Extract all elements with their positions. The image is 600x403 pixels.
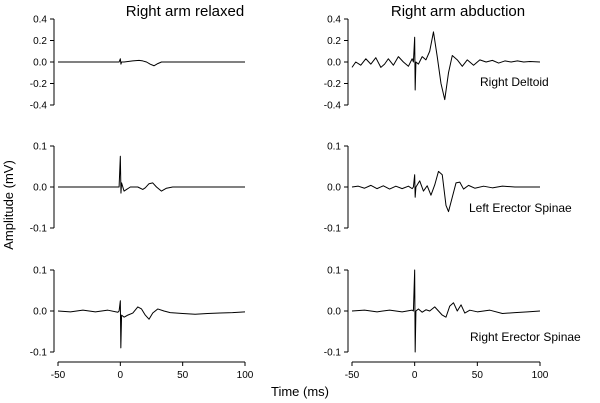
trace-row2-relaxed [57, 300, 246, 349]
y-tick-label-row0-abduction: -0.2 [324, 79, 342, 90]
y-tick-label-row0-abduction: 0.4 [327, 15, 341, 26]
x-tick-label-relaxed: 0 [118, 370, 124, 381]
x-tick-label-relaxed: -50 [51, 370, 66, 381]
y-tick-label-row0-relaxed: -0.2 [30, 79, 48, 90]
muscle-label-left-erector-spinae: Left Erector Spinae [469, 201, 572, 215]
y-tick-label-row1-abduction: 0.1 [327, 142, 341, 153]
x-axis-label: Time (ms) [271, 384, 329, 399]
column-title-abduction: Right arm abduction [391, 3, 525, 20]
y-tick-label-row2-relaxed: 0.1 [33, 266, 47, 277]
x-tick-label-abduction: 0 [412, 370, 418, 381]
y-tick-label-row0-relaxed: 0.4 [33, 15, 47, 26]
panels-group: -0.4 -0.2 0.0 0.2 0.4 -0.4 -0.2 0.0 0.2 0.4 -0.1 0.… [30, 15, 549, 382]
trace-row0-abduction [351, 31, 541, 101]
y-tick-label-row2-abduction: 0.0 [327, 307, 341, 318]
y-tick-label-row2-relaxed: -0.1 [30, 348, 48, 359]
trace-row2-abduction [351, 269, 541, 353]
x-tick-label-abduction: 50 [472, 370, 484, 381]
y-axis-label: Amplitude (mV) [1, 160, 16, 250]
y-tick-label-row2-relaxed: 0.0 [33, 307, 47, 318]
y-tick-label-row1-relaxed: 0.0 [33, 183, 47, 194]
y-tick-label-row1-relaxed: -0.1 [30, 224, 48, 235]
y-tick-label-row2-abduction: 0.1 [327, 266, 341, 277]
x-tick-label-abduction: 100 [532, 370, 549, 381]
y-tick-label-row1-relaxed: 0.1 [33, 142, 47, 153]
y-tick-label-row0-abduction: 0.2 [327, 36, 341, 47]
trace-row1-abduction [351, 170, 540, 213]
trace-row0-relaxed [58, 58, 245, 67]
y-tick-label-row0-abduction: -0.4 [324, 101, 342, 112]
y-tick-label-row2-abduction: -0.1 [324, 348, 342, 359]
y-tick-label-row0-relaxed: 0.2 [33, 36, 47, 47]
y-tick-label-row1-abduction: 0.0 [327, 183, 341, 194]
muscle-label-right-erector-spinae: Right Erector Spinae [470, 330, 581, 344]
y-tick-label-row0-abduction: 0.0 [327, 58, 341, 69]
muscle-label-right-deltoid: Right Deltoid [480, 75, 549, 89]
x-tick-label-abduction: -50 [345, 370, 360, 381]
y-tick-label-row1-abduction: -0.1 [324, 224, 342, 235]
y-tick-label-row0-relaxed: 0.0 [33, 58, 47, 69]
x-tick-label-relaxed: 100 [237, 370, 254, 381]
trace-row1-relaxed [58, 155, 245, 194]
column-title-relaxed: Right arm relaxed [126, 3, 244, 20]
x-tick-label-relaxed: 50 [177, 370, 189, 381]
y-tick-label-row0-relaxed: -0.4 [30, 101, 48, 112]
